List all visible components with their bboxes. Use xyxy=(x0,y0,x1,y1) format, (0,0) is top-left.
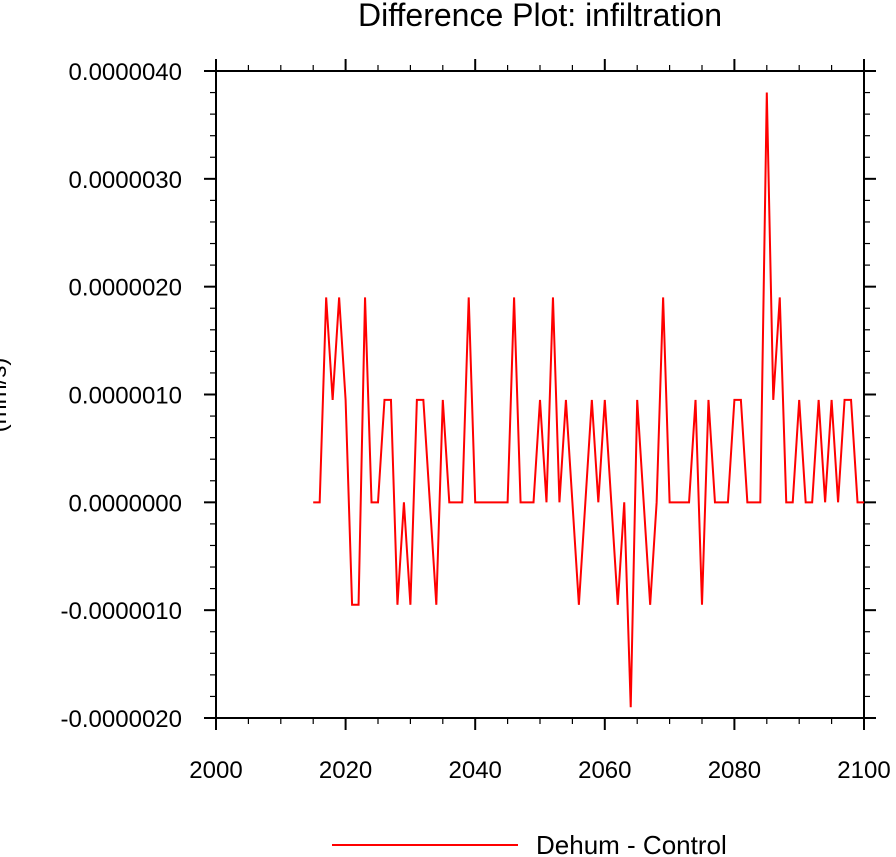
y-tick-label: 0.0000040 xyxy=(69,59,182,86)
axis-ticks xyxy=(204,59,876,730)
x-tick-label: 2000 xyxy=(189,757,242,784)
y-tick-labels: -0.0000020 -0.0000010 0.0000000 0.0000010 0.… xyxy=(61,59,182,733)
series-line-dehum-control xyxy=(313,92,864,708)
y-tick-label: -0.0000010 xyxy=(61,598,182,625)
y-tick-label: 0.0000020 xyxy=(69,275,182,302)
legend: Dehum - Control xyxy=(332,830,727,857)
y-axis-label-group: (mm/s) xyxy=(0,358,12,433)
x-tick-label: 2020 xyxy=(319,757,372,784)
y-tick-label: -0.0000020 xyxy=(61,706,182,733)
x-tick-label: 2080 xyxy=(708,757,761,784)
y-tick-label: 0.0000010 xyxy=(69,383,182,410)
legend-label: Dehum - Control xyxy=(536,830,727,857)
y-tick-label: 0.0000000 xyxy=(69,490,182,517)
x-tick-labels: 2000 2020 2040 2060 2080 2100 xyxy=(189,757,890,784)
chart-title: Difference Plot: infiltration xyxy=(358,0,722,33)
x-tick-label: 2100 xyxy=(837,757,890,784)
x-tick-label: 2060 xyxy=(578,757,631,784)
x-tick-label: 2040 xyxy=(449,757,502,784)
y-tick-label: 0.0000030 xyxy=(69,167,182,194)
y-axis-label: (mm/s) xyxy=(0,358,12,433)
plot-frame xyxy=(215,70,865,719)
